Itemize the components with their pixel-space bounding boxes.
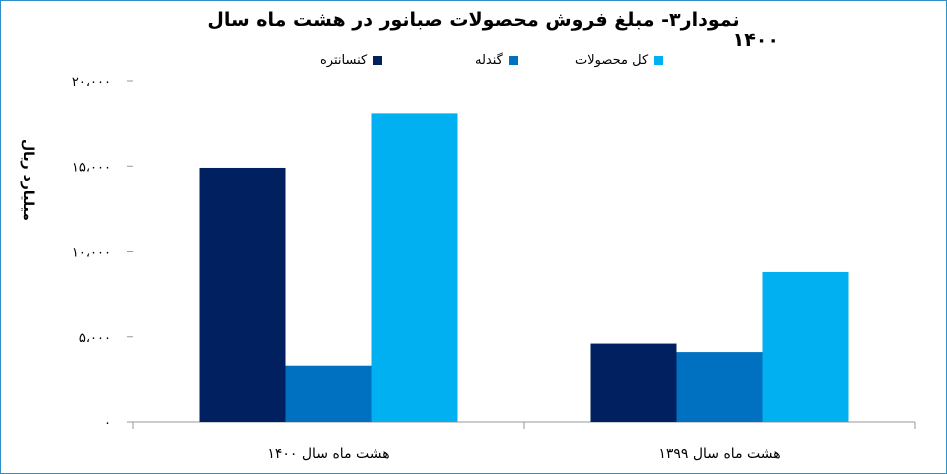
legend-item-pellet: گندله: [475, 52, 518, 70]
legend: کنسانتره گندله کل محصولات: [0, 52, 947, 72]
y-tick-label: ۱۰،۰۰۰: [72, 246, 111, 261]
x-category-label: هشت ماه سال ۱۴۰۰: [267, 446, 389, 462]
chart-title-year: ۱۴۰۰: [732, 29, 779, 51]
bar: [371, 113, 458, 423]
x-category-label: هشت ماه سال ۱۳۹۹: [658, 446, 780, 462]
legend-label-concentrate: کنسانتره: [320, 53, 368, 68]
legend-item-total: کل محصولات: [575, 52, 664, 70]
y-tick-label: ۵،۰۰۰: [79, 331, 111, 346]
bar: [199, 167, 286, 422]
bar: [285, 365, 372, 422]
chart-title-block: نمودار۳- مبلغ فروش محصولات صبانور در هشت…: [0, 10, 947, 50]
x-categories: هشت ماه سال ۱۴۰۰ هشت ماه سال ۱۳۹۹: [267, 446, 780, 462]
y-tick-label: ۰: [104, 416, 111, 431]
y-tick-label: ۱۵،۰۰۰: [72, 160, 111, 175]
legend-swatch-total: [654, 56, 664, 65]
legend-label-total: کل محصولات: [575, 53, 649, 68]
legend-label-pellet: گندله: [475, 53, 503, 68]
y-ticks: ۰ ۵،۰۰۰ ۱۰،۰۰۰ ۱۵،۰۰۰ ۲۰،۰۰۰: [72, 75, 133, 431]
legend-swatch-pellet: [508, 56, 518, 65]
y-tick-label: ۲۰،۰۰۰: [72, 75, 111, 90]
bar: [590, 343, 677, 422]
bar: [676, 352, 763, 422]
legend-swatch-concentrate: [373, 56, 383, 65]
y-axis-label: میلیارد ریال: [20, 139, 36, 221]
bars: [199, 113, 849, 423]
bar: [762, 271, 849, 422]
chart-title: نمودار۳- مبلغ فروش محصولات صبانور در هشت…: [207, 9, 740, 31]
legend-item-concentrate: کنسانتره: [320, 52, 383, 70]
axes: [132, 421, 916, 429]
